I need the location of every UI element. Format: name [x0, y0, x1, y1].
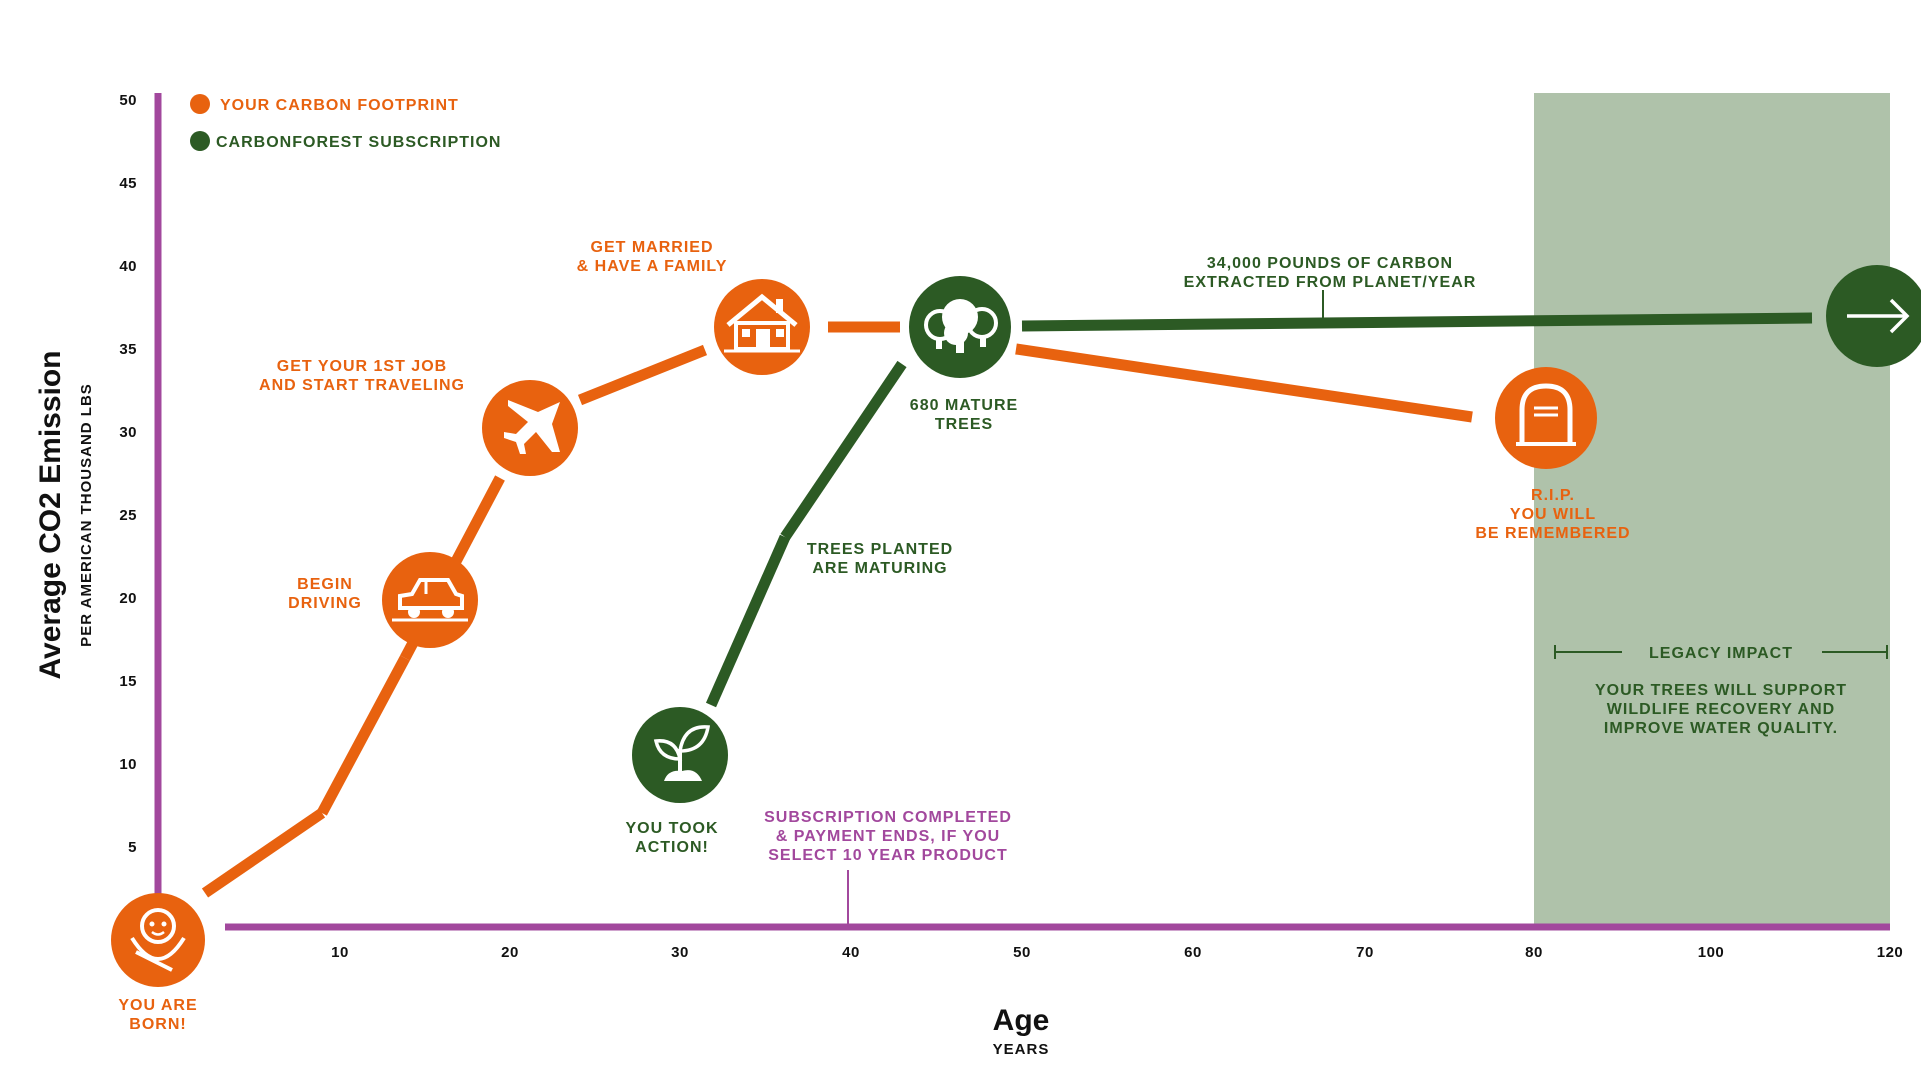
- legacy-impact-text-line-1: WILDLIFE RECOVERY AND: [1607, 701, 1835, 718]
- y-tick-label: 25: [119, 507, 137, 524]
- y-tick-label: 20: [119, 590, 137, 607]
- milestone-mature: [909, 276, 1011, 378]
- x-tick-label: 30: [671, 944, 689, 961]
- y-tick-label: 15: [119, 673, 137, 690]
- house-icon: [724, 293, 800, 353]
- milestone-label-action: YOU TOOK ACTION!: [625, 820, 718, 856]
- legacy-impact-text-line-2: IMPROVE WATER QUALITY.: [1604, 720, 1838, 737]
- milestone-label-driving-line-0: BEGIN: [297, 576, 353, 593]
- milestone-label-born: YOU ARE BORN!: [118, 997, 197, 1033]
- milestone-label-rip: R.I.P. YOU WILL BE REMEMBERED: [1475, 487, 1630, 542]
- arrow-right-icon: [1847, 298, 1910, 334]
- x-axis-subtitle: YEARS: [993, 1041, 1050, 1058]
- legacy-impact-text-line-0: YOUR TREES WILL SUPPORT: [1595, 682, 1847, 699]
- carbon-footprint-line-segment: [1015, 343, 1473, 423]
- x-tick-label: 100: [1698, 944, 1725, 961]
- y-tick-label: 35: [119, 341, 137, 358]
- milestone-label-job-line-0: GET YOUR 1ST JOB: [277, 358, 447, 375]
- milestones-layer: [111, 265, 1921, 987]
- legacy-impact-band: [1534, 93, 1890, 930]
- axes-layer: 5 10 15 20 25 30 35 40 45 50 10 20 30 40 50 60 70 80 100 12…: [34, 92, 1903, 1058]
- milestone-label-rip-line-1: YOU WILL: [1510, 506, 1596, 523]
- tombstone-icon: [1516, 383, 1576, 446]
- subscription-annotation: SUBSCRIPTION COMPLETED & PAYMENT ENDS, IF…: [764, 809, 1012, 864]
- milestone-label-mature: 680 MATURE TREES: [910, 397, 1018, 433]
- milestone-label-family-line-1: & HAVE A FAMILY: [577, 258, 728, 275]
- legend-swatch: [190, 94, 210, 114]
- text-layer: YOUR CARBON FOOTPRINT CARBONFOREST SUBSCR…: [118, 94, 1888, 1033]
- milestone-label-family-line-0: GET MARRIED: [591, 239, 714, 256]
- y-tick-label: 10: [119, 756, 137, 773]
- milestone-label-family: GET MARRIED & HAVE A FAMILY: [577, 239, 728, 275]
- legend-label: YOUR CARBON FOOTPRINT: [220, 97, 459, 114]
- x-tick-label: 10: [331, 944, 349, 961]
- subscription-annotation-line-0: SUBSCRIPTION COMPLETED: [764, 809, 1012, 826]
- y-tick-label: 45: [119, 175, 137, 192]
- y-tick-label: 30: [119, 424, 137, 441]
- milestone-action: [632, 707, 728, 803]
- carbonforest-line-segment: [705, 534, 791, 708]
- x-tick-label: 50: [1013, 944, 1031, 961]
- milestone-label-born-line-1: BORN!: [129, 1016, 186, 1033]
- carbonforest-line-segment: [1021, 312, 1813, 332]
- milestone-label-job: GET YOUR 1ST JOB AND START TRAVELING: [259, 358, 465, 394]
- x-tick-label: 20: [501, 944, 519, 961]
- subscription-annotation-line-2: SELECT 10 YEAR PRODUCT: [768, 847, 1008, 864]
- y-tick-label: 50: [119, 92, 137, 109]
- milestone-label-rip-line-2: BE REMEMBERED: [1475, 525, 1630, 542]
- legacy-impact-title: LEGACY IMPACT: [1649, 645, 1793, 662]
- legend-swatch: [190, 131, 210, 151]
- x-tick-label: 80: [1525, 944, 1543, 961]
- milestone-label-action-line-0: YOU TOOK: [625, 820, 718, 837]
- milestone-future: [1826, 265, 1921, 367]
- carbon-footprint-line-segment: [317, 655, 410, 816]
- car-icon: [392, 578, 468, 622]
- sprout-icon: [653, 725, 711, 781]
- trees-planted-annotation: TREES PLANTED ARE MATURING: [807, 541, 953, 577]
- carbonforest-line-segment: [780, 360, 907, 541]
- x-axis-title: Age: [993, 1004, 1050, 1037]
- milestone-circle: [382, 552, 478, 648]
- carbon-footprint-line-segment: [577, 344, 708, 406]
- x-tick-label: 40: [842, 944, 860, 961]
- x-tick-label: 70: [1356, 944, 1374, 961]
- legend-label: CARBONFOREST SUBSCRIPTION: [216, 134, 501, 151]
- carbon-extracted-annotation-line-1: EXTRACTED FROM PLANET/YEAR: [1184, 274, 1477, 291]
- x-tick-label: 60: [1184, 944, 1202, 961]
- milestone-circle: [714, 279, 810, 375]
- subscription-annotation-line-1: & PAYMENT ENDS, IF YOU: [776, 828, 1000, 845]
- milestone-label-mature-line-1: TREES: [935, 416, 993, 433]
- milestone-rip: [1495, 367, 1597, 469]
- milestone-label-born-line-0: YOU ARE: [118, 997, 197, 1014]
- milestone-job: [482, 380, 578, 476]
- y-tick-label: 5: [128, 839, 137, 856]
- trees-icon: [924, 299, 998, 353]
- trees-planted-annotation-line-1: ARE MATURING: [812, 560, 947, 577]
- carbon-extracted-annotation: 34,000 POUNDS OF CARBON EXTRACTED FROM PL…: [1184, 255, 1477, 291]
- legacy-background-layer: [1534, 93, 1890, 930]
- milestone-label-driving: BEGIN DRIVING: [288, 576, 362, 612]
- milestone-circle: [1495, 367, 1597, 469]
- carbon-footprint-line-segment: [201, 808, 326, 898]
- milestone-label-action-line-1: ACTION!: [635, 839, 709, 856]
- x-tick-label: 120: [1877, 944, 1904, 961]
- airplane-icon: [504, 400, 560, 454]
- milestone-family: [714, 279, 810, 375]
- milestone-driving: [382, 552, 478, 648]
- milestone-born: [111, 893, 205, 987]
- y-axis-title: Average CO2 Emission: [34, 350, 67, 679]
- milestone-label-driving-line-1: DRIVING: [288, 595, 362, 612]
- milestone-label-job-line-1: AND START TRAVELING: [259, 377, 465, 394]
- y-axis-subtitle: PER AMERICAN THOUSAND LBS: [78, 383, 95, 647]
- carbon-extracted-annotation-line-0: 34,000 POUNDS OF CARBON: [1207, 255, 1453, 272]
- series-lines-layer: [201, 312, 1813, 898]
- milestone-label-rip-line-0: R.I.P.: [1531, 487, 1575, 504]
- trees-planted-annotation-line-0: TREES PLANTED: [807, 541, 953, 558]
- y-tick-label: 40: [119, 258, 137, 275]
- legacy-impact-text: YOUR TREES WILL SUPPORT WILDLIFE RECOVERY…: [1595, 682, 1847, 737]
- milestone-label-mature-line-0: 680 MATURE: [910, 397, 1018, 414]
- baby-icon: [130, 908, 186, 972]
